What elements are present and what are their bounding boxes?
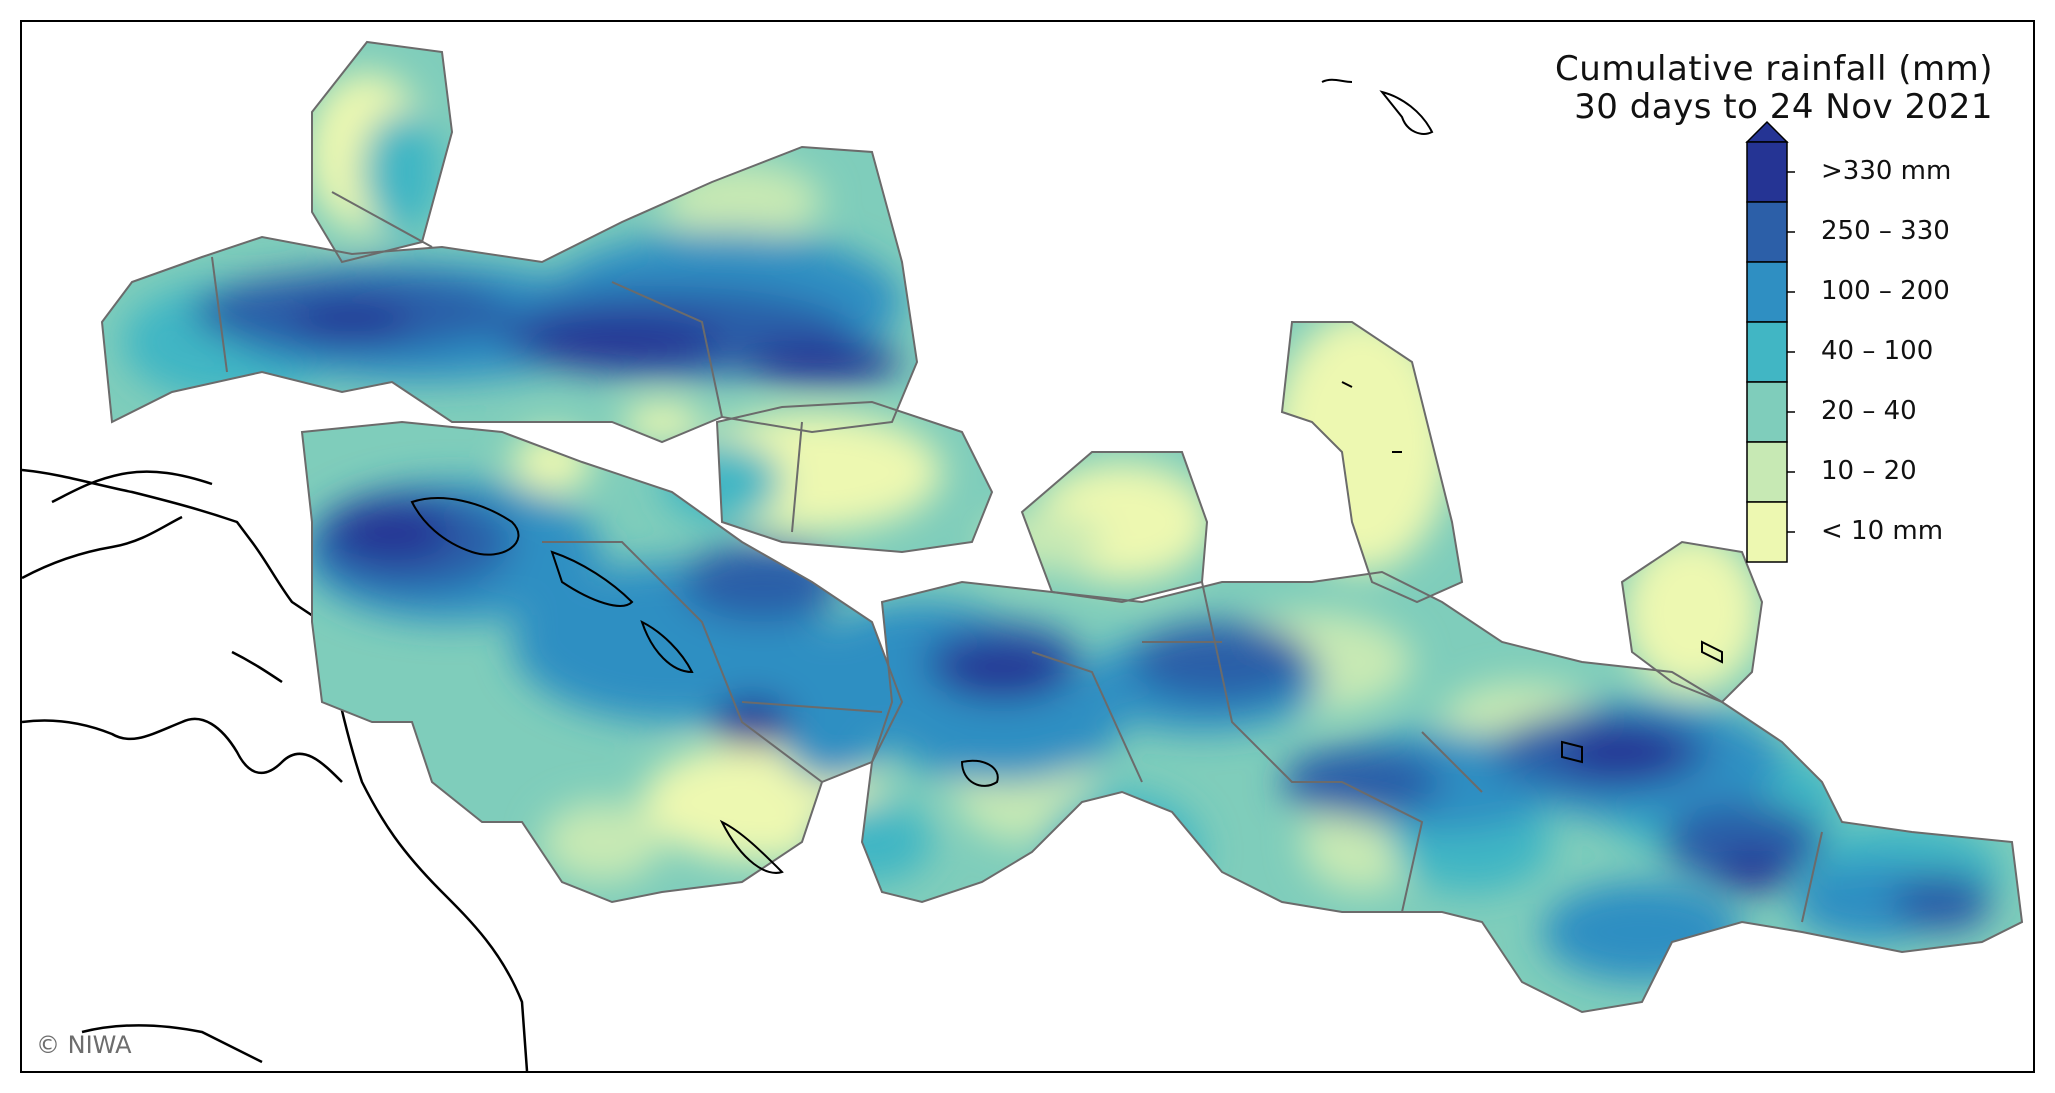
- credit-text: © NIWA: [36, 1031, 132, 1059]
- colorbar-swatch: [1747, 202, 1787, 262]
- colorbar-swatch: [1747, 262, 1787, 322]
- colorbar-label: 10 – 20: [1821, 456, 1917, 486]
- colorbar-label: 20 – 40: [1821, 396, 1917, 426]
- rainfall-map: [22, 22, 2033, 1071]
- rainfall-field: [22, 22, 2033, 1071]
- map-frame: Cumulative rainfall (mm) 30 days to 24 N…: [20, 20, 2035, 1073]
- colorbar-swatch: [1747, 322, 1787, 382]
- colorbar-label: 40 – 100: [1821, 336, 1933, 366]
- colorbar-legend: >330 mm 250 – 330 100 – 200 40 – 100 20 – 40…: [1737, 118, 2035, 578]
- title-line-1: Cumulative rainfall (mm): [1555, 50, 1993, 88]
- colorbar-swatch: [1747, 142, 1787, 202]
- colorbar-label: >330 mm: [1821, 156, 1951, 186]
- colorbar-swatch: [1747, 382, 1787, 442]
- colorbar-extend-arrow: [1747, 122, 1787, 142]
- colorbar-label: 100 – 200: [1821, 276, 1950, 306]
- colorbar-label: 250 – 330: [1821, 216, 1950, 246]
- colorbar-swatch: [1747, 502, 1787, 562]
- colorbar-swatch: [1747, 442, 1787, 502]
- map-title: Cumulative rainfall (mm) 30 days to 24 N…: [1555, 50, 1993, 126]
- colorbar-label: < 10 mm: [1821, 516, 1943, 546]
